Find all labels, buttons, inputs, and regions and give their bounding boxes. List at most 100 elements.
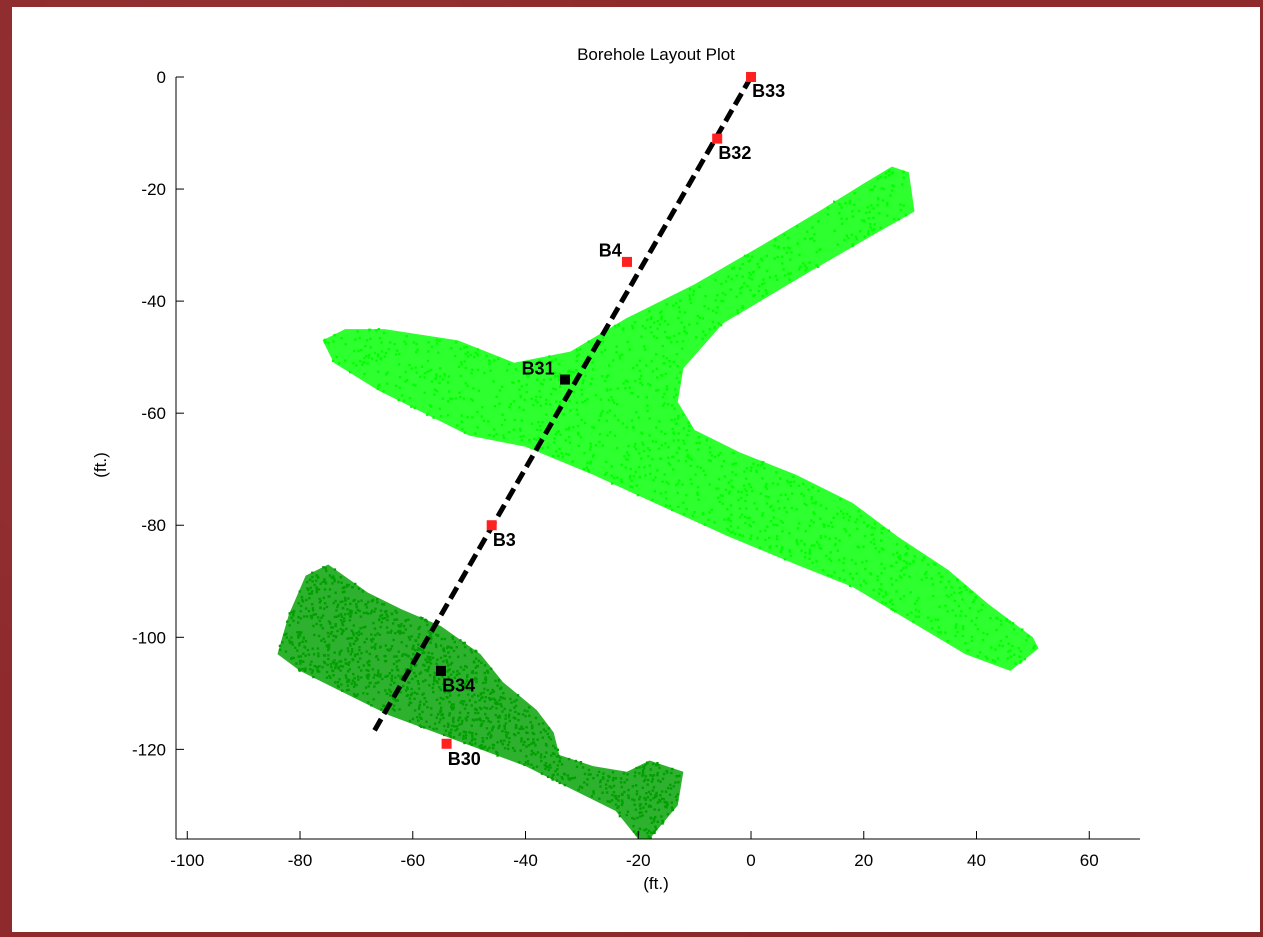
cloud-point <box>303 646 307 649</box>
cloud-point <box>681 483 684 486</box>
cloud-point <box>317 655 320 658</box>
cloud-point <box>348 661 351 664</box>
cloud-point <box>668 793 672 796</box>
cloud-point <box>369 612 373 615</box>
cloud-point <box>682 501 685 504</box>
cloud-point <box>677 482 680 485</box>
cloud-point <box>410 663 413 666</box>
cloud-point <box>740 513 744 516</box>
cloud-point <box>495 751 499 755</box>
cloud-point <box>601 375 604 378</box>
cloud-point <box>722 460 726 463</box>
cloud-point <box>402 624 406 628</box>
cloud-point <box>665 303 668 306</box>
cloud-point <box>353 694 356 697</box>
cloud-point <box>873 185 876 188</box>
cloud-point <box>984 655 988 658</box>
cloud-point <box>446 696 449 699</box>
cloud-point <box>674 422 678 425</box>
cloud-point <box>370 633 373 636</box>
cloud-point <box>615 351 618 354</box>
cloud-point <box>393 697 396 701</box>
cloud-point <box>442 660 445 663</box>
cloud-point <box>346 670 350 673</box>
cloud-point <box>788 532 791 535</box>
cloud-point <box>339 613 343 616</box>
cloud-point <box>325 605 329 609</box>
cloud-point <box>749 537 752 540</box>
cloud-point <box>644 775 648 778</box>
cloud-point <box>688 456 691 460</box>
cloud-point <box>389 647 393 651</box>
cloud-point <box>507 431 511 434</box>
cloud-point <box>708 511 711 514</box>
cloud-point <box>347 650 350 653</box>
cloud-point <box>772 516 775 519</box>
cloud-point <box>937 631 940 634</box>
cloud-point <box>731 530 735 534</box>
cloud-point <box>503 727 506 730</box>
cloud-point <box>541 722 545 725</box>
cloud-point <box>750 255 754 258</box>
cloud-point <box>438 381 441 385</box>
cloud-point <box>438 339 441 342</box>
cloud-point <box>532 732 536 736</box>
cloud-point <box>315 590 319 594</box>
cloud-point <box>484 681 487 684</box>
cloud-point <box>841 222 844 225</box>
cloud-point <box>982 631 985 635</box>
cloud-point <box>321 580 325 584</box>
cloud-point <box>471 737 474 740</box>
cloud-point <box>707 307 710 310</box>
cloud-point <box>628 348 631 351</box>
cloud-point <box>388 694 392 697</box>
cloud-point <box>550 754 553 757</box>
cloud-point <box>424 618 427 621</box>
cloud-point <box>514 368 518 371</box>
cloud-point <box>874 547 877 550</box>
cloud-point <box>513 418 516 422</box>
cloud-point <box>692 290 696 293</box>
cloud-point <box>605 460 608 464</box>
cloud-point <box>719 451 722 455</box>
cloud-point <box>599 414 602 417</box>
cloud-point <box>390 645 394 648</box>
cloud-point <box>651 777 654 781</box>
cloud-point <box>567 453 571 456</box>
cloud-point <box>986 633 989 636</box>
cloud-point <box>327 657 330 661</box>
cloud-point <box>798 522 801 525</box>
cloud-point <box>319 599 322 602</box>
cloud-point <box>869 188 872 191</box>
cloud-point <box>305 598 308 602</box>
cloud-point <box>444 654 447 658</box>
cloud-point <box>518 406 521 409</box>
cloud-point <box>368 652 371 656</box>
cloud-point <box>902 567 905 570</box>
cloud-point <box>477 389 481 393</box>
cloud-point <box>906 562 909 565</box>
cloud-point <box>591 361 594 364</box>
cloud-point <box>388 649 391 652</box>
cloud-point <box>472 387 475 390</box>
cloud-point <box>330 626 333 629</box>
cloud-point <box>399 677 402 680</box>
cloud-point <box>440 637 443 641</box>
cloud-point <box>437 678 441 681</box>
cloud-point <box>377 671 380 675</box>
cloud-point <box>611 359 615 362</box>
cloud-point <box>861 561 864 564</box>
cloud-point <box>925 570 928 574</box>
borehole-label: B30 <box>448 749 481 769</box>
cloud-point <box>318 670 321 673</box>
cloud-point <box>449 663 452 666</box>
cloud-point <box>932 594 935 598</box>
cloud-point <box>743 470 746 473</box>
cloud-point <box>428 635 431 638</box>
cloud-point <box>486 733 490 736</box>
cloud-point <box>501 742 504 746</box>
cloud-point <box>517 712 521 716</box>
cloud-point <box>964 642 967 645</box>
cloud-point <box>964 614 968 618</box>
cloud-point <box>337 580 340 584</box>
